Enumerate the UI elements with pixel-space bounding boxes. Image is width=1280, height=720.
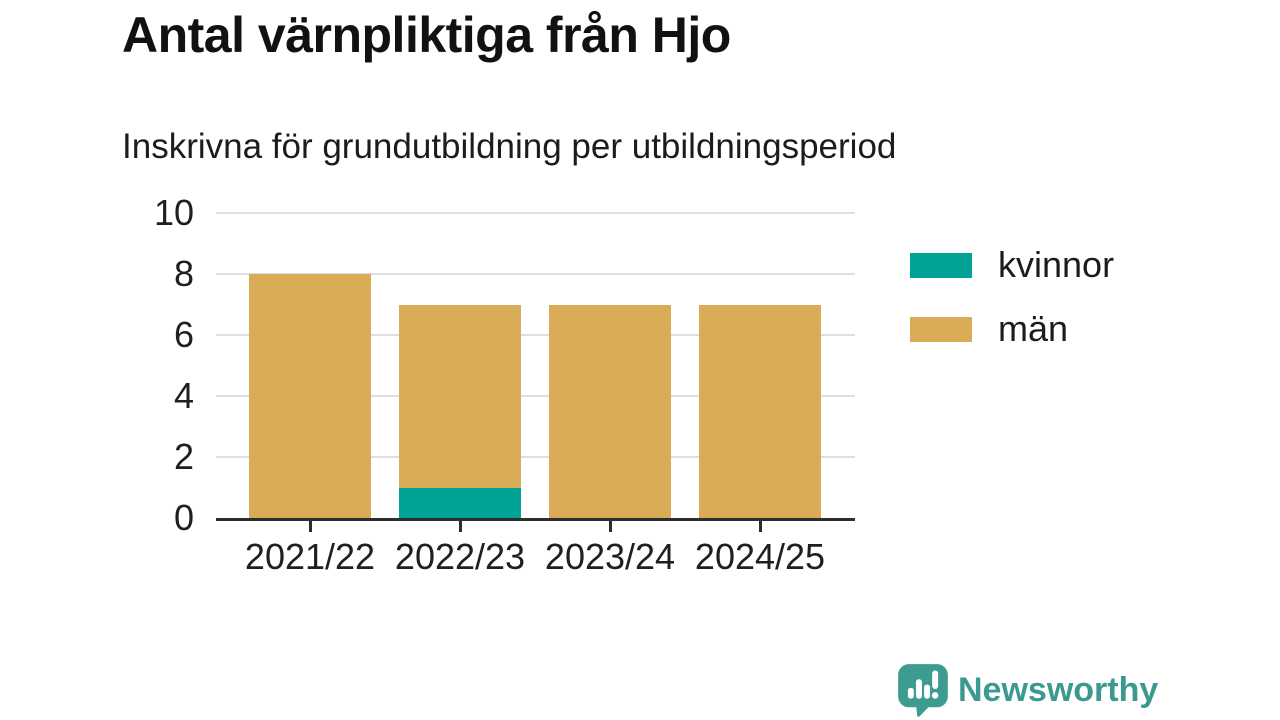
x-axis-tick-2021/22: [308, 521, 312, 532]
legend-item-män: män: [910, 308, 1114, 350]
x-axis-label-2021/22: 2021/22: [244, 536, 376, 577]
gridline-y2: [216, 456, 855, 458]
bar-segment-män-2023/24: [549, 304, 671, 518]
gridline-y8: [216, 273, 855, 275]
y-axis-label-8: 8: [173, 253, 194, 294]
legend: kvinnor män: [910, 244, 1114, 372]
bar-segment-män-2021/22: [249, 274, 371, 518]
chart-title: Antal värnpliktiga från Hjo: [122, 7, 731, 63]
gridline-y6: [216, 334, 855, 336]
logo-bar-short: [907, 687, 914, 699]
chart-subtitle: Inskrivna för grundutbildning per utbild…: [122, 127, 897, 166]
newsworthy-logo: Newsworthy: [897, 663, 1158, 717]
x-axis-tick-2022/23: [458, 521, 462, 532]
legend-swatch-män: [910, 316, 972, 342]
newsworthy-logo-text: Newsworthy: [958, 670, 1159, 709]
bar-segment-män-2024/25: [699, 304, 821, 518]
gridline-y10: [216, 212, 855, 214]
logo-bar-tall: [915, 679, 922, 699]
legend-label-kvinnor: kvinnor: [998, 244, 1115, 285]
gridline-y4: [216, 395, 855, 397]
x-axis-label-2024/25: 2024/25: [694, 536, 826, 577]
logo-exclamation-dot: [931, 692, 939, 699]
x-axis-tick-2024/25: [758, 521, 762, 532]
x-axis-tick-2023/24: [608, 521, 612, 532]
x-axis-line: [216, 518, 855, 521]
y-axis-label-4: 4: [173, 375, 194, 416]
y-axis-label-10: 10: [153, 192, 194, 233]
newsworthy-logo-icon: [898, 664, 948, 717]
legend-swatch-kvinnor: [910, 252, 972, 278]
bar-segment-män-2022/23: [399, 304, 521, 488]
x-axis-label-2023/24: 2023/24: [544, 536, 676, 577]
plot-area: [216, 212, 855, 518]
y-axis-label-6: 6: [173, 314, 194, 355]
x-axis-label-2022/23: 2022/23: [394, 536, 526, 577]
logo-exclamation-stem: [932, 670, 939, 689]
legend-item-kvinnor: kvinnor: [910, 244, 1114, 286]
bar-segment-kvinnor-2022/23: [399, 487, 521, 518]
legend-label-män: män: [998, 308, 1069, 349]
y-axis-label-0: 0: [173, 497, 194, 538]
logo-bar-medium: [924, 684, 931, 699]
y-axis-label-2: 2: [173, 436, 194, 477]
